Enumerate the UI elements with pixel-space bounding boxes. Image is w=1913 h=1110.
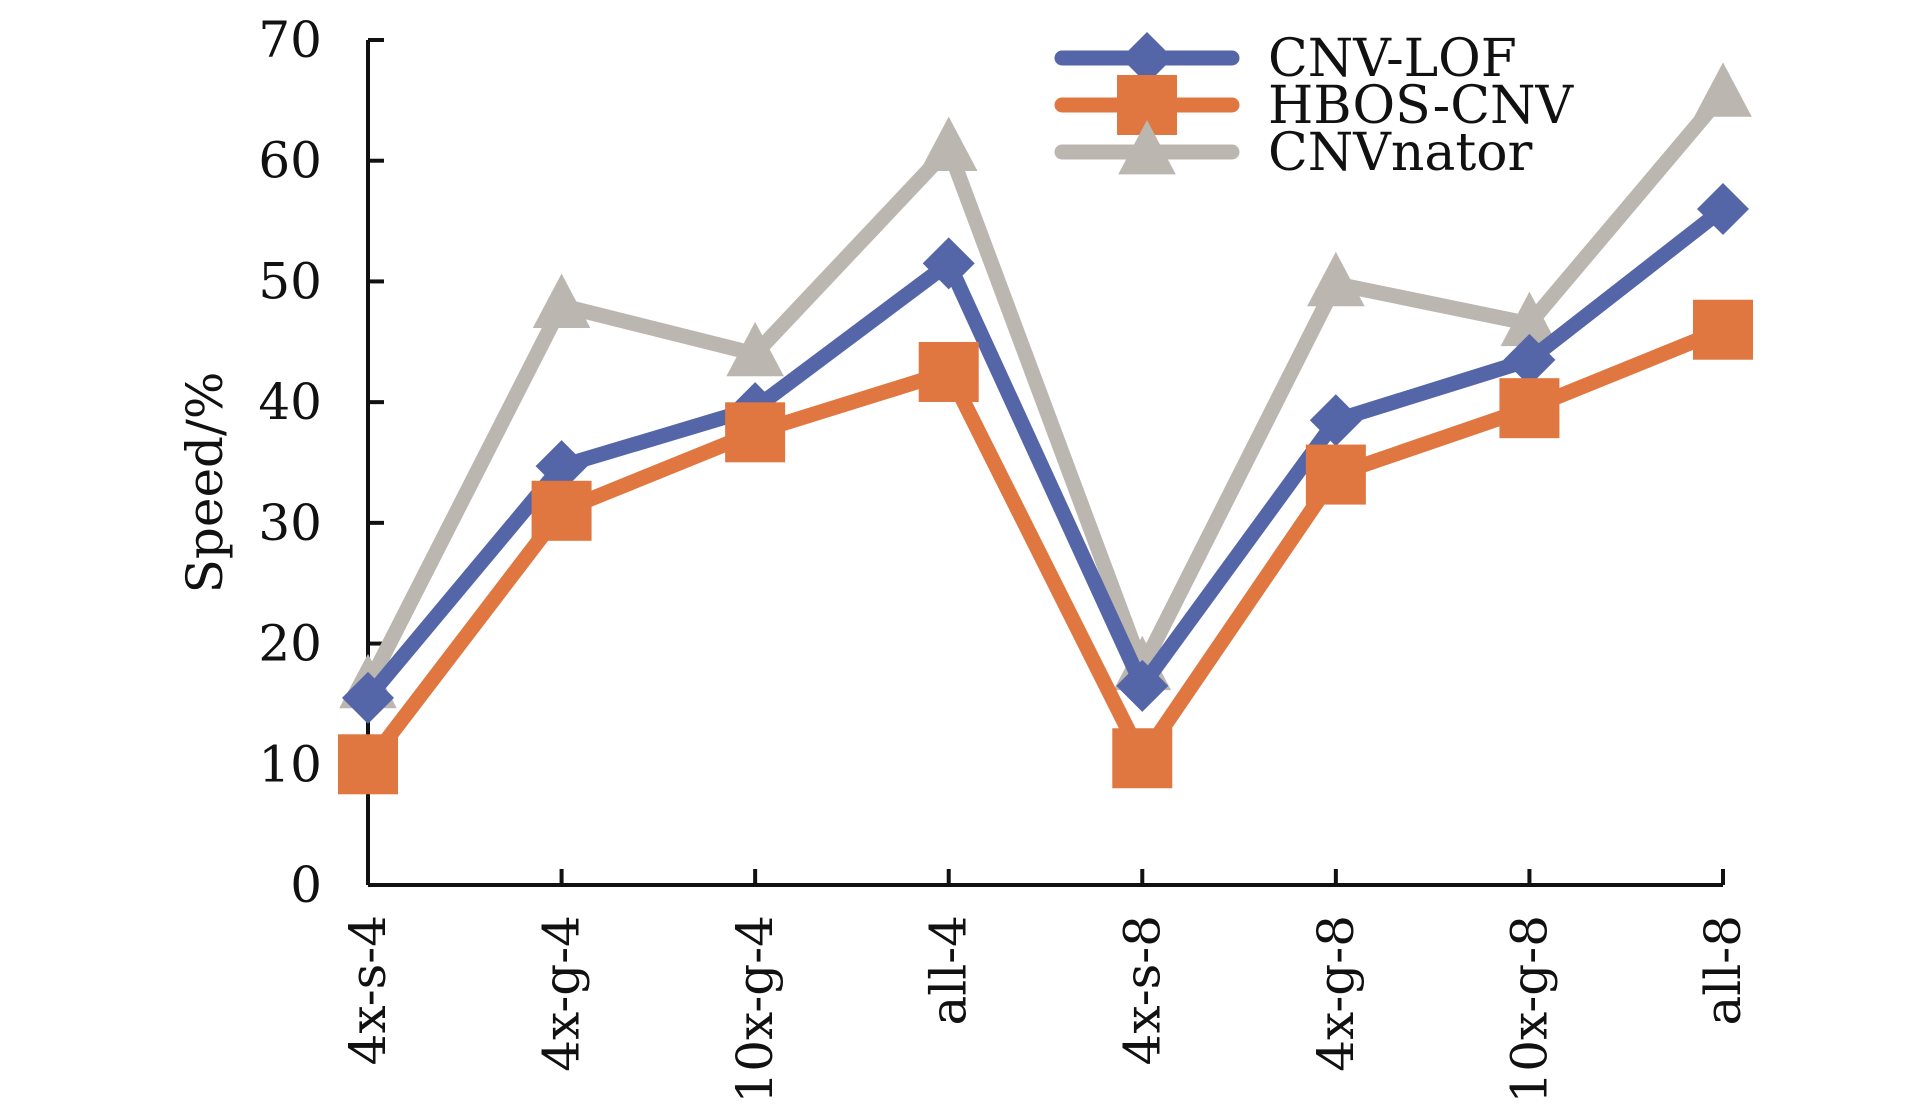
x-ticks: 4x-s-4 4x-g-4 10x-g-4 all-4 4x-s-8 4x-g-8 10x-… [339,869,1752,1104]
legend-marker-triangle [1118,120,1176,175]
x-tick-label: 10x-g-8 [1500,915,1558,1104]
x-tick-label: all-4 [920,915,978,1025]
y-tick-label: 40 [258,373,322,431]
data-point-triangle [1694,62,1752,117]
x-tick-label: 4x-g-8 [1307,915,1365,1072]
data-point-diamond [535,440,588,493]
legend-label: CNV-LOF [1268,29,1517,89]
y-tick-label: 10 [258,735,322,793]
data-point-square [1499,378,1560,439]
x-tick-label: 4x-s-8 [1113,915,1171,1065]
y-tick-label: 50 [258,252,322,310]
data-point-diamond [342,671,394,724]
data-point-square [1112,728,1173,789]
y-tick-label: 70 [258,11,322,69]
y-axis-title: Speed/% [176,372,234,594]
series-layer [338,62,1753,795]
data-point-square [1693,299,1753,360]
x-tick-label: 4x-g-4 [533,915,591,1072]
data-point-triangle [532,273,591,328]
x-tick-label: 4x-s-4 [339,915,397,1065]
series-line [360,322,1731,772]
data-point-square [531,480,592,541]
x-tick-label: all-8 [1694,915,1752,1026]
y-tick-label: 30 [258,494,322,552]
data-point-diamond [1309,394,1362,447]
series-hbos-cnv [338,299,1753,795]
series-line [360,86,1731,694]
data-point-triangle [726,321,784,377]
legend-item: CNV-LOF [1054,29,1517,89]
x-tick-label: 10x-g-4 [726,915,784,1104]
legend-item: CNVnator [1054,120,1533,183]
data-point-diamond [1697,183,1749,235]
data-point-square [1305,444,1366,505]
data-point-triangle [1500,291,1559,347]
y-tick-label: 20 [258,615,322,673]
series-cnv-lof [342,183,1749,724]
data-point-diamond [922,237,975,290]
data-point-square [725,402,786,463]
legend-label: HBOS-CNV [1268,76,1575,136]
legend-marker-diamond [1121,32,1173,84]
data-point-triangle [1307,251,1365,307]
data-point-square [338,734,398,795]
series-line [360,201,1731,706]
data-point-diamond [1116,659,1169,712]
data-point-diamond [1503,333,1556,386]
legend-label: CNVnator [1268,123,1533,183]
y-tick-label: 0 [290,856,322,914]
data-point-triangle [919,116,978,172]
y-tick-label: 60 [258,132,322,190]
data-point-square [918,341,979,402]
y-ticks: 0 10 20 30 40 50 60 70 [258,11,384,914]
